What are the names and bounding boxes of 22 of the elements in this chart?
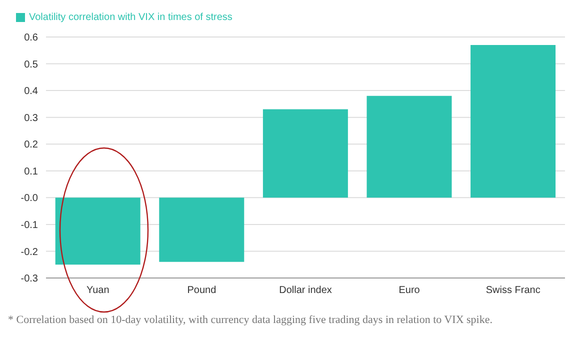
y-tick-label: 0.2 [24, 140, 38, 151]
x-tick-label: Dollar index [279, 285, 332, 296]
text: * Correlation based on 10-day volatility, with currency data lagging five trading days in relation to VIX spike. [8, 314, 494, 326]
x-tick-label: Pound [187, 285, 216, 296]
x-tick-label: Euro [398, 285, 420, 296]
y-tick-label: -0.3 [20, 274, 38, 285]
bar [159, 198, 244, 262]
y-tick-label: -0.1 [20, 220, 38, 231]
bar [262, 109, 348, 198]
legend-label: Volatility correlation with VIX in times of stress [29, 12, 232, 23]
bar [366, 96, 452, 198]
y-tick-label: -0.0 [20, 193, 38, 204]
x-tick-label: Yuan [86, 285, 110, 296]
y-tick-label: 0.4 [24, 86, 38, 98]
x-tick-label: Swiss Franc [486, 285, 540, 296]
y-tick-label: 0.3 [24, 112, 38, 124]
bar [470, 45, 556, 198]
y-tick-label: -0.2 [20, 246, 38, 258]
y-tick-label: 0.5 [24, 59, 38, 70]
y-tick-label: 0.1 [24, 166, 38, 178]
y-tick-label: 0.6 [24, 32, 38, 44]
bar [55, 198, 140, 265]
